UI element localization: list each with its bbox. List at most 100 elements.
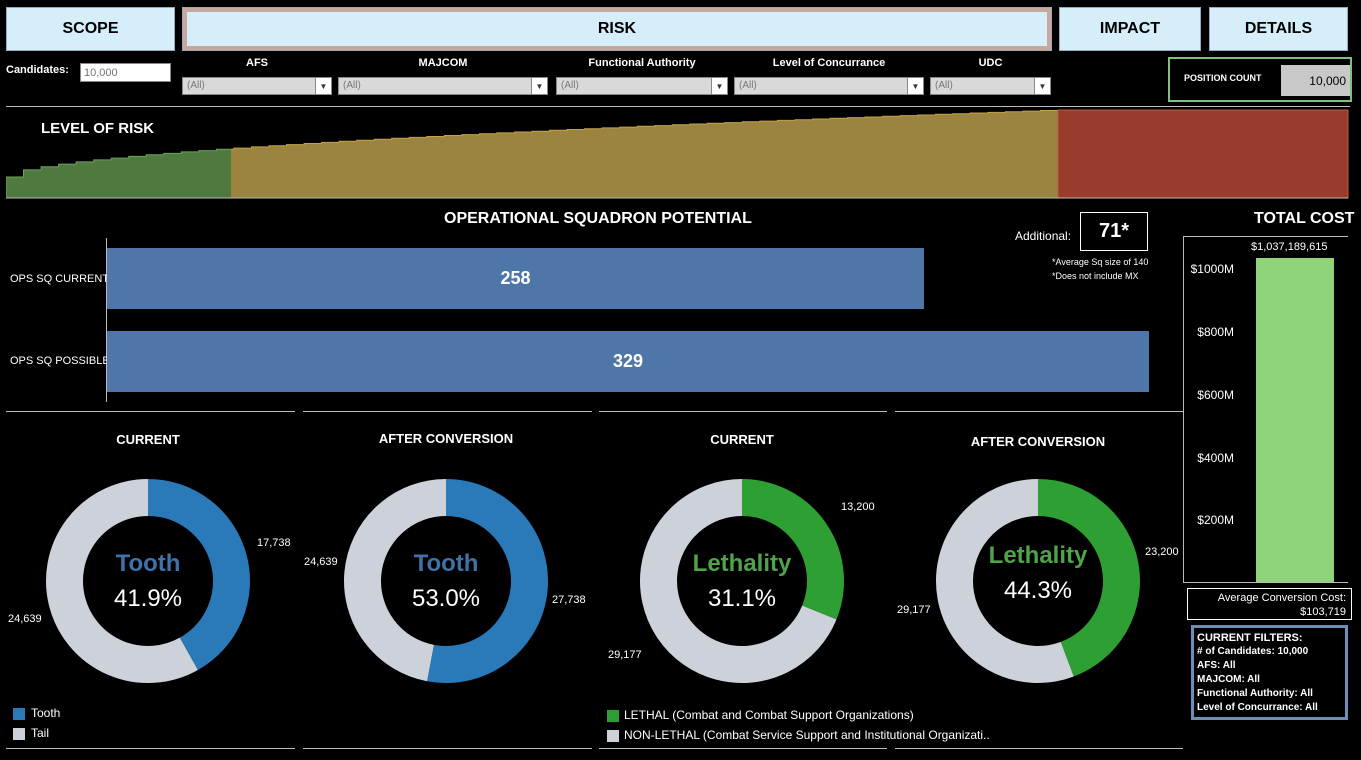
- lethality-current-pct: 31.1%: [707, 585, 777, 612]
- filter-candidates-value: 10,000: [1277, 646, 1309, 657]
- cost-tick: $600M: [1197, 388, 1234, 402]
- divider: [6, 411, 295, 412]
- ops-current-value: 258: [500, 268, 531, 288]
- chevron-down-icon: ▼: [711, 78, 727, 94]
- risk-low-zone: [6, 148, 231, 199]
- nonlethal-legend-swatch: [607, 730, 619, 742]
- afs-value: (All): [187, 80, 205, 91]
- chevron-down-icon: ▼: [1034, 78, 1050, 94]
- lethality-after-lethal-value: 23,200: [1145, 546, 1179, 558]
- tail-legend-swatch: [13, 728, 25, 740]
- scope-tab[interactable]: SCOPE: [6, 7, 175, 51]
- afs-label: AFS: [246, 57, 268, 69]
- level-of-concurrance-label: Level of Concurrance: [772, 57, 886, 69]
- ops-current-label: OPS SQ CURRENT: [10, 273, 110, 285]
- cost-tick: $800M: [1197, 325, 1234, 339]
- divider: [895, 411, 1183, 412]
- functional-authority-select[interactable]: (All) ▼: [556, 77, 728, 95]
- lethality-after-word: Lethality: [988, 542, 1088, 569]
- divider: [599, 411, 887, 412]
- lethality-current-lethal-value: 13,200: [841, 501, 875, 513]
- tooth-after-tooth-value: 27,738: [552, 594, 586, 606]
- divider: [1183, 236, 1348, 237]
- filter-candidates-key: # of Candidates:: [1197, 646, 1275, 657]
- avg-conversion-cost-label: Average Conversion Cost:: [1217, 592, 1346, 604]
- ops-possible-label: OPS SQ POSSIBLE: [10, 355, 110, 367]
- mx-note: *Does not include MX: [1052, 271, 1139, 281]
- avg-sq-note: *Average Sq size of 140: [1052, 257, 1149, 267]
- tooth-current-word: Tooth: [115, 550, 181, 577]
- tooth-after-rest-slice: [344, 479, 447, 682]
- tooth-current-pct: 41.9%: [113, 585, 183, 612]
- divider: [6, 106, 1350, 107]
- divider: [895, 748, 1183, 749]
- divider: [599, 748, 887, 749]
- risk-level-chart: [6, 109, 1349, 199]
- level-of-concurrance-value: (All): [739, 80, 757, 91]
- divider: [6, 748, 295, 749]
- filter-afs: AFS: All: [1197, 660, 1236, 671]
- cost-tick: $400M: [1197, 451, 1234, 465]
- tooth-current-tooth-value: 17,738: [257, 537, 291, 549]
- position-count-label: POSITION COUNT: [1184, 73, 1262, 83]
- impact-tab[interactable]: IMPACT: [1059, 7, 1201, 51]
- tooth-after-tail-value: 24,639: [304, 556, 338, 568]
- tooth-after-main-slice: [427, 479, 548, 683]
- tooth-legend-label: Tooth: [31, 706, 61, 720]
- chevron-down-icon: ▼: [907, 78, 923, 94]
- udc-value: (All): [935, 80, 953, 91]
- tooth-legend-swatch: [13, 708, 25, 720]
- tail-legend-label: Tail: [31, 726, 50, 740]
- risk-high-zone: [1057, 109, 1349, 199]
- divider: [303, 411, 592, 412]
- tooth-current-tail-value: 24,639: [8, 613, 42, 625]
- chevron-down-icon: ▼: [531, 78, 547, 94]
- functional-authority-label: Functional Authority: [588, 57, 696, 69]
- cost-baseline: [1183, 582, 1348, 583]
- tooth-current-main-slice: [147, 479, 250, 670]
- afs-select[interactable]: (All) ▼: [182, 77, 332, 95]
- position-count-panel: POSITION COUNT 10,000: [1168, 57, 1352, 102]
- lethality-current-nonlethal-value: 29,177: [608, 649, 642, 661]
- risk-medium-zone: [231, 110, 1058, 199]
- functional-authority-value: (All): [561, 80, 579, 91]
- chevron-down-icon: ▼: [315, 78, 331, 94]
- current-filters-title: CURRENT FILTERS:: [1197, 632, 1303, 644]
- nonlethal-legend-label: NON-LETHAL (Combat Service Support and I…: [624, 728, 990, 742]
- filter-candidates: # of Candidates: 10,000: [1197, 645, 1342, 659]
- filter-level-of-concurrance: Level of Concurrance: All: [1197, 702, 1318, 713]
- candidates-label: Candidates:: [6, 64, 69, 76]
- candidates-input[interactable]: [80, 63, 171, 82]
- scope-tab-label: SCOPE: [62, 20, 119, 37]
- details-tab-label: DETAILS: [1244, 20, 1313, 37]
- tooth-after-title: AFTER CONVERSION: [378, 431, 514, 446]
- lethal-legend-label: LETHAL (Combat and Combat Support Organi…: [624, 708, 914, 722]
- lethality-after-title: AFTER CONVERSION: [970, 434, 1106, 449]
- tooth-current-rest-slice: [46, 479, 198, 683]
- majcom-label: MAJCOM: [418, 57, 468, 69]
- avg-conversion-cost: Average Conversion Cost: $103,719: [1187, 588, 1352, 620]
- risk-tab[interactable]: RISK: [182, 7, 1052, 51]
- donut-charts: [46, 479, 1140, 683]
- additional-label: Additional:: [1015, 229, 1072, 243]
- level-of-concurrance-select[interactable]: (All) ▼: [734, 77, 924, 95]
- cost-axis-line: [1183, 236, 1184, 582]
- cost-tick: $1000M: [1190, 262, 1234, 276]
- majcom-value: (All): [343, 80, 361, 91]
- lethality-after-rest-slice: [936, 479, 1074, 683]
- udc-label: UDC: [978, 57, 1003, 69]
- avg-conversion-cost-value: $103,719: [1300, 606, 1346, 618]
- ops-possible-value: 329: [612, 351, 644, 371]
- lethality-current-title: CURRENT: [710, 432, 774, 447]
- tooth-after-pct: 53.0%: [411, 585, 481, 612]
- lethality-after-pct: 44.3%: [1003, 577, 1073, 604]
- lethality-after-main-slice: [1037, 479, 1140, 677]
- udc-select[interactable]: (All) ▼: [930, 77, 1051, 95]
- lethality-current-rest-slice: [640, 479, 837, 683]
- majcom-select[interactable]: (All) ▼: [338, 77, 548, 95]
- details-tab[interactable]: DETAILS: [1209, 7, 1348, 51]
- lethality-current-main-slice: [741, 479, 844, 620]
- ops-current-bar: 258: [107, 248, 925, 309]
- ops-possible-bar: 329: [107, 331, 1149, 392]
- current-filters-panel: CURRENT FILTERS: # of Candidates: 10,000…: [1191, 625, 1348, 720]
